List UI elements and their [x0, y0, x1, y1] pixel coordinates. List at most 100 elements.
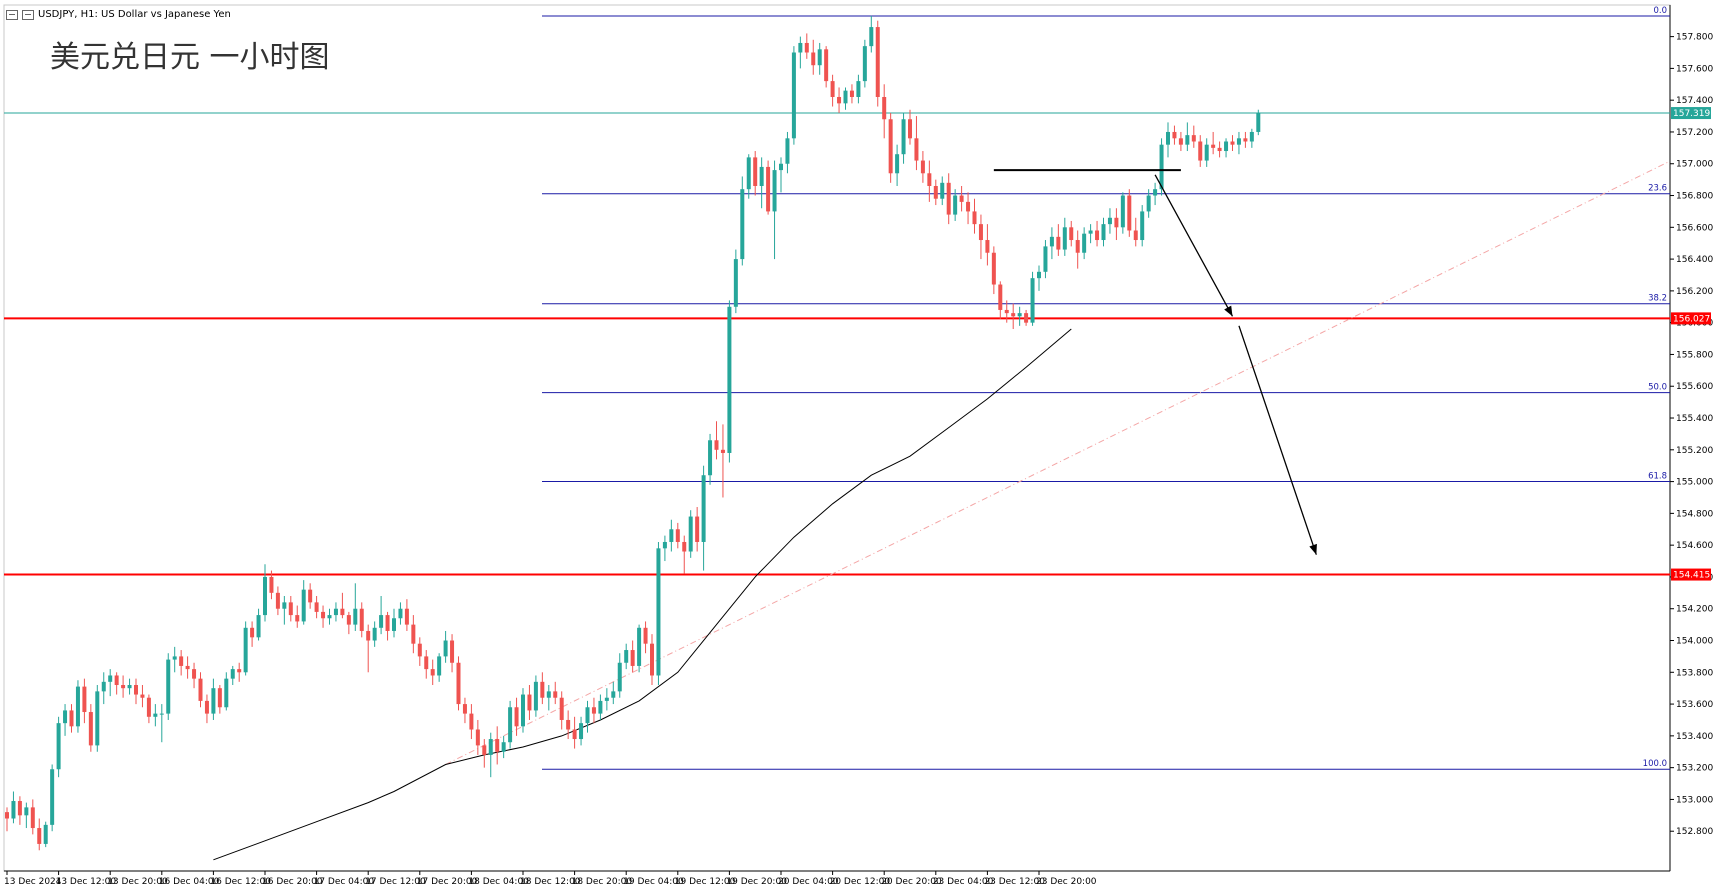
- candle: [372, 621, 377, 647]
- candle: [237, 662, 242, 682]
- candle-body: [637, 627, 642, 666]
- price-tick-label: 157.200: [1676, 128, 1713, 138]
- horizontal-levels[interactable]: [4, 112, 1670, 576]
- candle: [114, 672, 119, 695]
- candle: [108, 669, 113, 697]
- fib-level-label: 61.8: [1648, 471, 1667, 481]
- candle: [740, 176, 745, 266]
- candle-body: [1082, 233, 1087, 253]
- candle-body: [198, 678, 203, 701]
- candle-body: [1037, 271, 1041, 279]
- candle: [417, 637, 422, 666]
- time-tick-label: 20 Dec 20:00: [881, 877, 942, 887]
- candle: [933, 179, 938, 206]
- candle-body: [37, 828, 42, 844]
- candle: [1217, 141, 1222, 158]
- candle-body: [514, 707, 519, 727]
- candle: [95, 685, 100, 752]
- candle-body: [1211, 144, 1216, 148]
- trendline-group[interactable]: [445, 160, 1671, 765]
- candle: [346, 611, 351, 635]
- candle: [637, 624, 642, 673]
- candle: [617, 653, 622, 698]
- candle: [1043, 240, 1048, 279]
- candle-body: [353, 608, 358, 625]
- candle-body: [95, 691, 100, 746]
- candle: [1153, 182, 1158, 206]
- candle-body: [1153, 189, 1158, 196]
- candle: [662, 535, 667, 562]
- fibonacci-retracement[interactable]: 0.0 23.6 38.2 50.0 61.8 100.0: [542, 6, 1670, 770]
- candle: [598, 694, 603, 720]
- candle-body: [959, 195, 964, 202]
- candle-body: [533, 681, 538, 711]
- candle-body: [346, 615, 351, 625]
- candle: [1075, 230, 1080, 269]
- candle-body: [179, 656, 184, 666]
- candle: [643, 621, 648, 654]
- candle-body: [282, 602, 287, 609]
- candle-body: [301, 589, 306, 622]
- candle-body: [985, 240, 990, 253]
- candle: [469, 704, 474, 740]
- candle-body: [1224, 141, 1229, 152]
- candle: [1037, 265, 1041, 291]
- candle: [392, 608, 396, 638]
- candle: [1114, 208, 1119, 241]
- candle: [714, 421, 719, 460]
- candle-body: [508, 707, 513, 743]
- candle: [82, 678, 87, 724]
- candle: [1191, 125, 1196, 148]
- price-axis[interactable]: 157.800 157.600 157.400 157.200 157.000 156.8…: [1670, 33, 1713, 838]
- candle: [1056, 224, 1061, 256]
- candle: [314, 596, 319, 619]
- drawings-group[interactable]: [993, 169, 1317, 555]
- candle-body: [740, 189, 745, 260]
- time-tick-label: 20 Dec 04:00: [778, 877, 839, 887]
- candle: [250, 621, 255, 647]
- candle: [1101, 217, 1106, 247]
- time-tick-label: 18 Dec 04:00: [468, 877, 529, 887]
- time-tick-label: 16 Dec 12:00: [210, 877, 271, 887]
- candle: [1082, 227, 1087, 260]
- candle-body: [450, 640, 455, 663]
- candle: [604, 688, 609, 711]
- candle: [24, 802, 29, 829]
- candle: [875, 20, 880, 107]
- candle: [269, 570, 274, 600]
- candle: [1030, 271, 1035, 326]
- drawn-arrow-head: [1309, 543, 1317, 555]
- candle: [804, 33, 809, 59]
- candle: [424, 650, 429, 679]
- candle: [430, 659, 435, 686]
- candle-body: [849, 90, 854, 97]
- candle-body: [211, 688, 216, 714]
- chart-header: USDJPY, H1: US Dollar vs Japanese Yen: [6, 9, 231, 20]
- chart-properties-icon[interactable]: [22, 9, 34, 20]
- candle-body: [1256, 112, 1261, 132]
- candle: [411, 615, 416, 654]
- candle: [901, 112, 906, 164]
- price-tick-label: 152.800: [1676, 827, 1713, 837]
- candle: [527, 685, 532, 720]
- candle: [450, 634, 455, 673]
- candle-body: [1017, 313, 1022, 317]
- candle: [779, 157, 783, 193]
- time-tick-label: 19 Dec 12:00: [675, 877, 736, 887]
- candle: [720, 424, 725, 498]
- candle-body: [559, 697, 564, 720]
- candle-body: [475, 729, 480, 746]
- time-tick-label: 16 Dec 20:00: [262, 877, 323, 887]
- candle-body: [321, 611, 326, 619]
- candle: [572, 716, 577, 749]
- candle: [37, 818, 42, 851]
- candle: [998, 281, 1003, 320]
- candle-body: [611, 691, 616, 698]
- candle-body: [1024, 313, 1029, 323]
- candle: [30, 799, 35, 835]
- candle-body: [482, 745, 487, 755]
- candle: [295, 605, 300, 628]
- chart-window-icon[interactable]: [6, 9, 18, 20]
